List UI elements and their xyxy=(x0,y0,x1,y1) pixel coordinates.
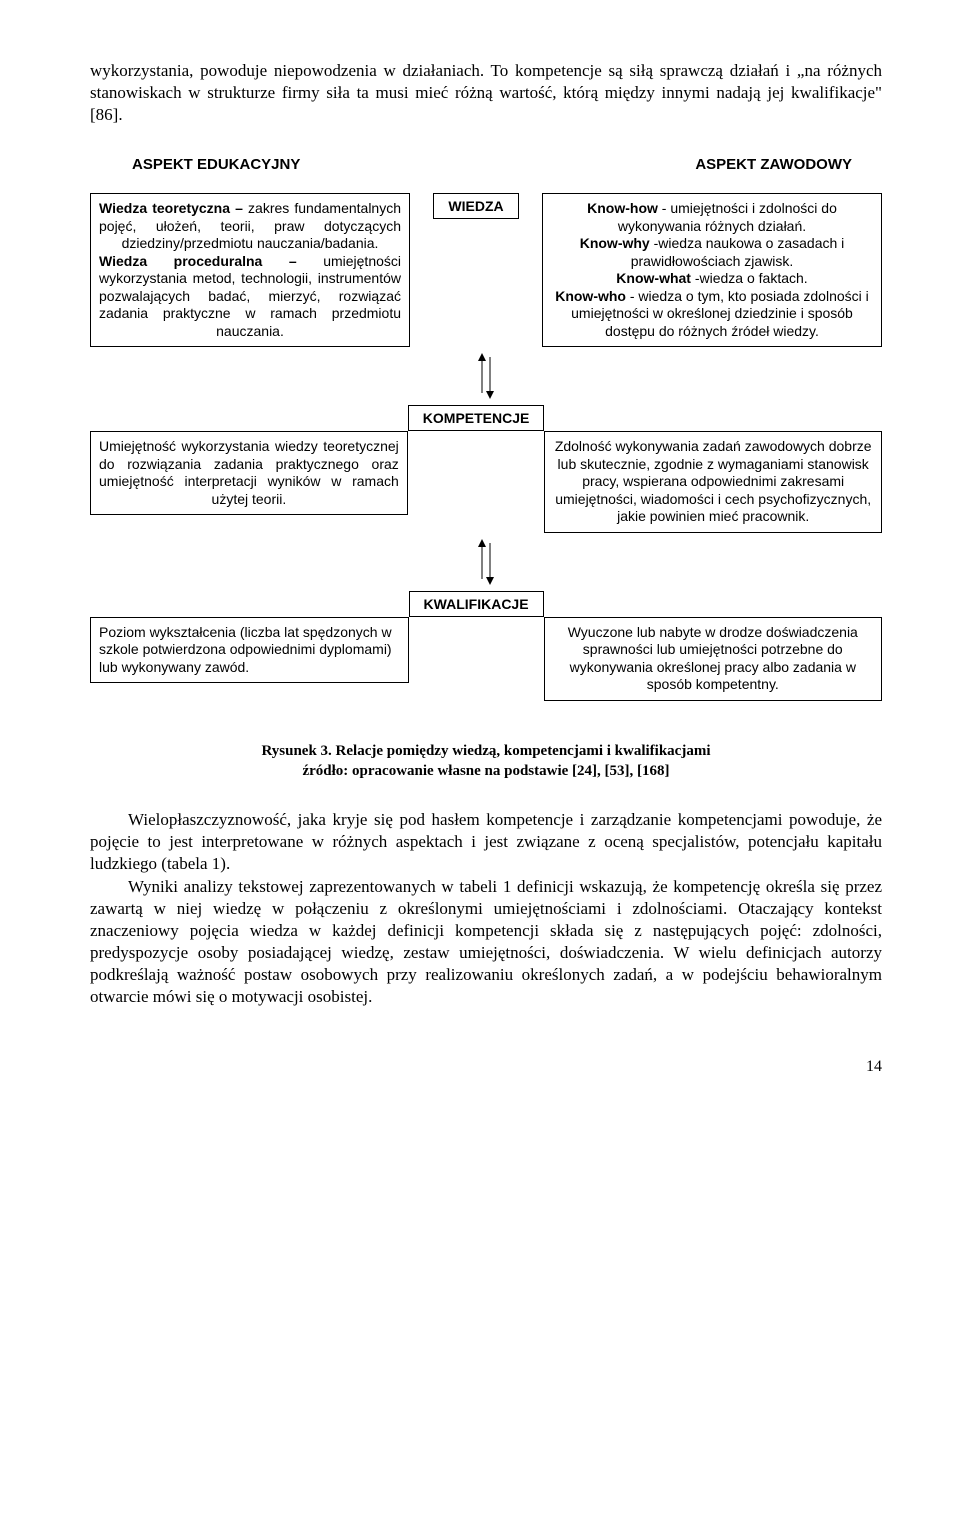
wiedza-left-box: Wiedza teoretyczna – zakres fundamentaln… xyxy=(90,193,410,347)
figure-caption: Rysunek 3. Relacje pomiędzy wiedzą, komp… xyxy=(90,741,882,782)
row-kwalifikacje: Poziom wykształcenia (liczba lat spędzon… xyxy=(90,591,882,701)
kompetencje-left-box: Umiejętność wykorzystania wiedzy teorety… xyxy=(90,431,408,515)
body-text: Wielopłaszczyznowość, jaka kryje się pod… xyxy=(90,809,882,1008)
body-p2: Wyniki analizy tekstowej zaprezentowanyc… xyxy=(90,876,882,1009)
kwalifikacje-right-box: Wyuczone lub nabyte w drodze doświadczen… xyxy=(544,617,882,701)
arrow-kompetencje-kwalifikacje xyxy=(90,539,882,585)
kompetencje-right-box: Zdolność wykonywania zadań zawodowych do… xyxy=(544,431,882,533)
row-kompetencje: Umiejętność wykorzystania wiedzy teorety… xyxy=(90,405,882,533)
kwalifikacje-left-box: Poziom wykształcenia (liczba lat spędzon… xyxy=(90,617,409,684)
caption-line1: Rysunek 3. Relacje pomiędzy wiedzą, komp… xyxy=(261,743,710,759)
intro-paragraph: wykorzystania, powoduje niepowodzenia w … xyxy=(90,60,882,126)
page-number: 14 xyxy=(90,1058,882,1076)
body-p1: Wielopłaszczyznowość, jaka kryje się pod… xyxy=(90,809,882,875)
kompetencje-center-label: KOMPETENCJE xyxy=(408,405,545,431)
caption-line2: źródło: opracowanie własne na podstawie … xyxy=(302,763,669,779)
row-wiedza: Wiedza teoretyczna – zakres fundamentaln… xyxy=(90,193,882,347)
kwalifikacje-center-label: KWALIFIKACJE xyxy=(409,591,544,617)
diagram: ASPEKT EDUKACYJNY ASPEKT ZAWODOWY Wiedza… xyxy=(90,156,882,701)
wiedza-right-box: Know-how - umiejętności i zdolności do w… xyxy=(542,193,882,347)
header-left: ASPEKT EDUKACYJNY xyxy=(132,156,300,173)
arrow-wiedza-kompetencje xyxy=(90,353,882,399)
header-right: ASPEKT ZAWODOWY xyxy=(695,156,852,173)
wiedza-center-label: WIEDZA xyxy=(433,193,518,219)
